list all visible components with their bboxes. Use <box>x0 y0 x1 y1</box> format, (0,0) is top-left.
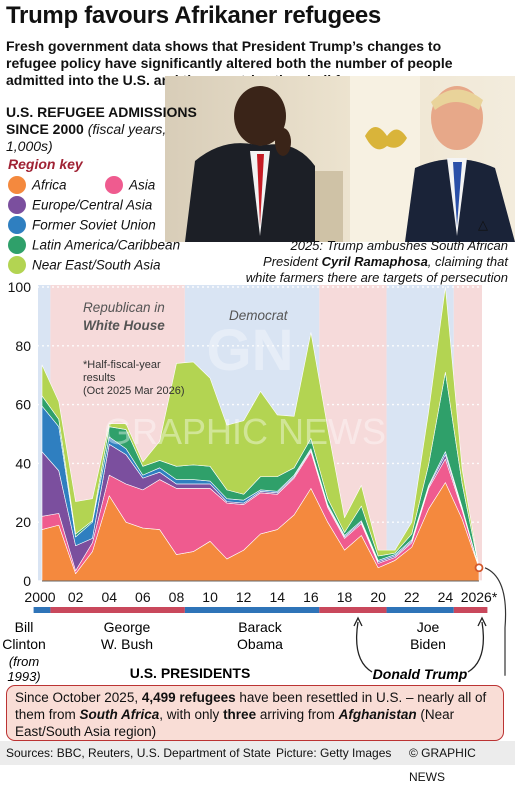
legend-swatch <box>8 176 26 194</box>
caption-name: Cyril Ramaphosa <box>321 254 428 269</box>
president-clinton-note: (from <box>9 654 40 669</box>
legend-title: Region key <box>8 156 83 172</box>
legend-swatch <box>8 256 26 274</box>
legend-swatch <box>8 236 26 254</box>
x-tick-label: 04 <box>101 589 117 605</box>
photo-caption: 2025: Trump ambushes South African Presi… <box>236 238 508 286</box>
trump-arrow-right <box>467 621 485 673</box>
x-tick-label: 10 <box>202 589 218 605</box>
chart-heading-main: U.S. REFUGEE ADMISSIONS SINCE 2000 <box>6 104 197 137</box>
note-text: Since October 2025, <box>15 690 142 705</box>
watermark-text: GRAPHIC NEWS <box>104 411 386 452</box>
legend-swatch <box>105 176 123 194</box>
trump-arrow-right-head <box>477 616 487 627</box>
legend-swatch <box>8 216 26 234</box>
y-tick-label: 0 <box>23 573 31 589</box>
republican-band-label: Republican in <box>83 300 165 315</box>
president-biden-2: Biden <box>410 636 446 652</box>
note-refugee-count: 4,499 refugees <box>141 690 236 705</box>
legend-label: Latin America/Caribbean <box>32 237 181 253</box>
x-tick-label: 08 <box>169 589 185 605</box>
president-clinton-note-2: 1993) <box>7 669 40 684</box>
legend-item-asia: Asia <box>105 176 155 194</box>
footer-picture-credit: Picture: Getty Images <box>276 746 392 760</box>
caption-text: 2025: Trump ambushes South African Presi… <box>263 238 508 269</box>
president-term-bar-0 <box>33 607 51 613</box>
half-year-annotation-0: *Half-fiscal-year <box>83 359 161 371</box>
y-tick-label: 100 <box>8 280 32 295</box>
note-text: arriving from <box>256 707 339 722</box>
president-term-bar-1 <box>50 607 185 613</box>
y-tick-label: 80 <box>15 338 31 354</box>
x-tick-label: 20 <box>370 589 386 605</box>
endpoint-marker <box>474 563 484 573</box>
legend-item-near-east-south-asia: Near East/South Asia <box>8 256 161 274</box>
legend-label: Asia <box>129 177 156 193</box>
president-term-bar-4 <box>386 607 454 613</box>
president-term-bar-2 <box>184 607 320 613</box>
x-tick-label: 16 <box>303 589 319 605</box>
president-bush-2: W. Bush <box>101 636 153 652</box>
legend-label: Europe/Central Asia <box>32 197 153 213</box>
chart-heading: U.S. REFUGEE ADMISSIONS SINCE 2000 (fisc… <box>6 104 206 155</box>
x-tick-label: 2026* <box>461 589 498 605</box>
legend-label: Near East/South Asia <box>32 257 161 273</box>
note-three: three <box>223 707 257 722</box>
legend-item-africa: Africa <box>8 176 67 194</box>
president-clinton-1: Bill <box>15 619 34 635</box>
caption-text-end: , claiming that white farmers there are … <box>245 254 508 285</box>
democrat-band-label: Democrat <box>229 308 289 323</box>
x-tick-label: 02 <box>68 589 84 605</box>
legend-label: Africa <box>32 177 67 193</box>
x-tick-label: 18 <box>337 589 353 605</box>
x-tick-label: 14 <box>270 589 286 605</box>
note-text: have been resettled in U.S. – nearly all… <box>15 690 487 722</box>
president-obama-1: Barack <box>238 619 283 635</box>
photo-trump-ramaphosa <box>165 76 515 242</box>
watermark-logo: GN <box>207 318 294 383</box>
legend-item-former-soviet-union: Former Soviet Union <box>8 216 156 234</box>
legend-item-latin-america-caribbean: Latin America/Caribbean <box>8 236 180 254</box>
y-tick-label: 60 <box>15 397 31 413</box>
half-year-annotation-1: results <box>83 372 116 384</box>
president-term-bar-3 <box>319 607 387 613</box>
note-text: , with only <box>159 707 224 722</box>
x-tick-label: 12 <box>236 589 252 605</box>
legend-item-europe-central-asia: Europe/Central Asia <box>8 196 152 214</box>
x-tick-label: 24 <box>438 589 454 605</box>
page-title: Trump favours Afrikaner refugees <box>6 2 381 29</box>
presidents-axis-label: U.S. PRESIDENTS <box>130 665 251 681</box>
republican-band-label-2: White House <box>83 318 165 333</box>
trump-arrow-left <box>355 621 373 673</box>
footer: Sources: BBC, Reuters, U.S. Department o… <box>0 741 515 784</box>
footer-sources: Sources: BBC, Reuters, U.S. Department o… <box>6 746 271 760</box>
president-term-bar-5 <box>453 607 488 613</box>
legend-swatch <box>8 196 26 214</box>
note-afghanistan: Afghanistan <box>338 707 417 722</box>
half-year-annotation-2: (Oct 2025 Mar 2026) <box>83 385 185 397</box>
president-clinton-2: Clinton <box>2 636 46 652</box>
president-trump-label: Donald Trump <box>373 666 468 682</box>
photo-credit-triangle-icon: △ <box>478 217 488 232</box>
y-tick-label: 20 <box>15 514 31 530</box>
trump-arrow-left-head <box>353 616 363 627</box>
president-biden-1: Joe <box>417 619 440 635</box>
chart-heading-sub: (fiscal years, 1,000s) <box>6 121 167 154</box>
footer-copyright: © GRAPHIC NEWS <box>409 746 476 784</box>
president-bush-1: George <box>104 619 151 635</box>
note-text: (Near East/South Asia region) <box>15 707 455 739</box>
x-tick-label: 06 <box>135 589 151 605</box>
president-obama-2: Obama <box>237 636 283 652</box>
legend-label: Former Soviet Union <box>32 217 156 233</box>
x-tick-label: 22 <box>404 589 420 605</box>
summary-note-box: Since October 2025, 4,499 refugees have … <box>6 685 504 741</box>
endpoint-leader-line <box>484 567 507 676</box>
x-tick-label: 2000 <box>24 589 55 605</box>
y-tick-label: 40 <box>15 455 31 471</box>
series-area-near-east-south-asia <box>41 286 480 569</box>
note-south-africa: South Africa <box>79 707 160 722</box>
